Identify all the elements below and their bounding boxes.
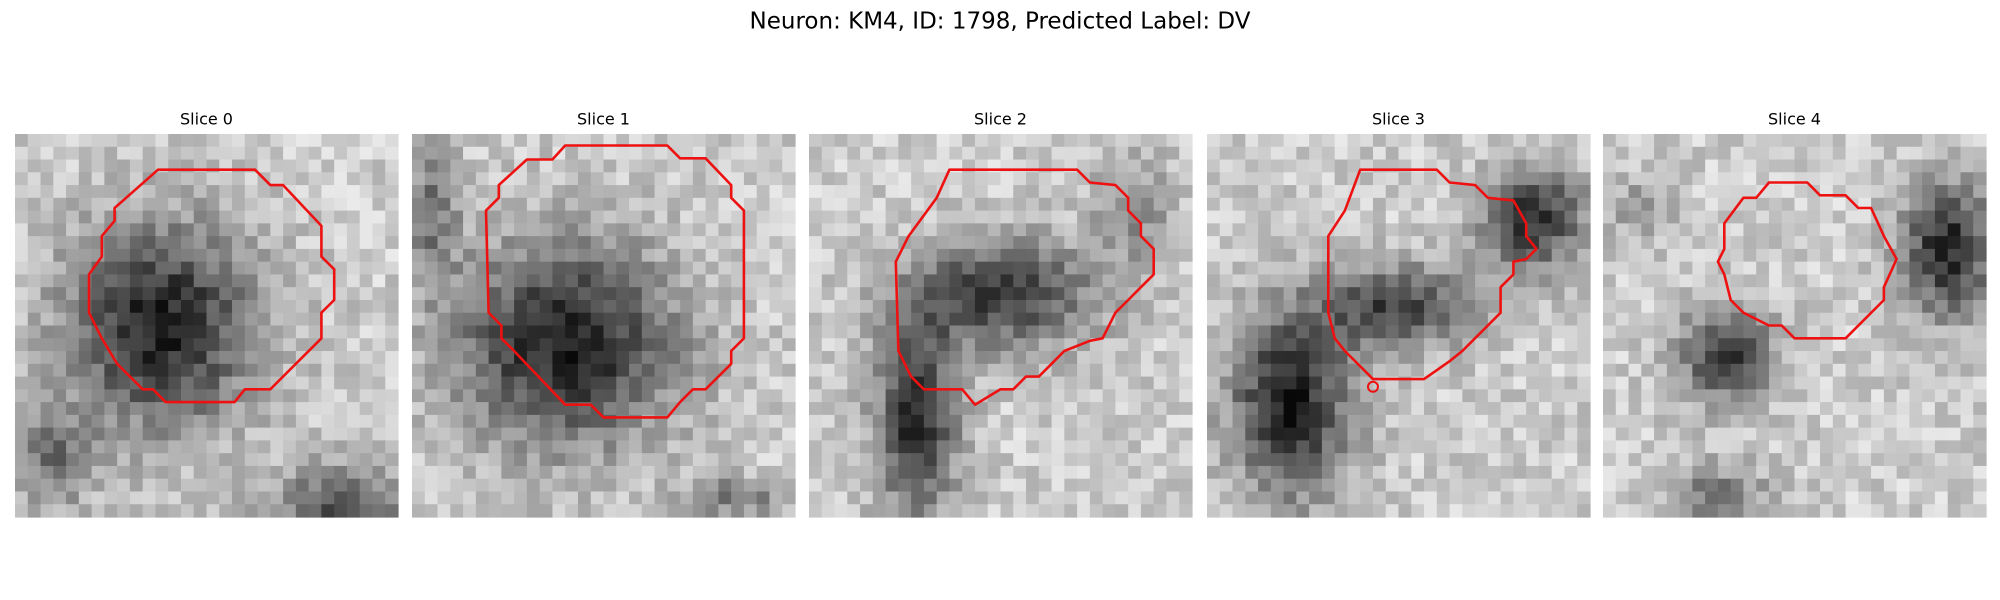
contour [894,168,1155,407]
slice-image [1603,134,1987,518]
slice-image [15,134,399,518]
slice-image [412,134,796,518]
contour [1327,168,1538,381]
contour [87,168,336,404]
panel-title: Slice 1 [577,110,630,129]
contour [1716,181,1898,340]
panel-title: Slice 2 [974,110,1027,129]
contour-dot [1366,380,1379,393]
slice-image [1207,134,1591,518]
slice-image [809,134,1193,518]
figure-title: Neuron: KM4, ID: 1798, Predicted Label: … [750,9,1251,35]
contour [484,144,746,419]
panel-title: Slice 3 [1372,110,1425,129]
panel-title: Slice 0 [180,110,233,129]
panel-title: Slice 4 [1768,110,1821,129]
